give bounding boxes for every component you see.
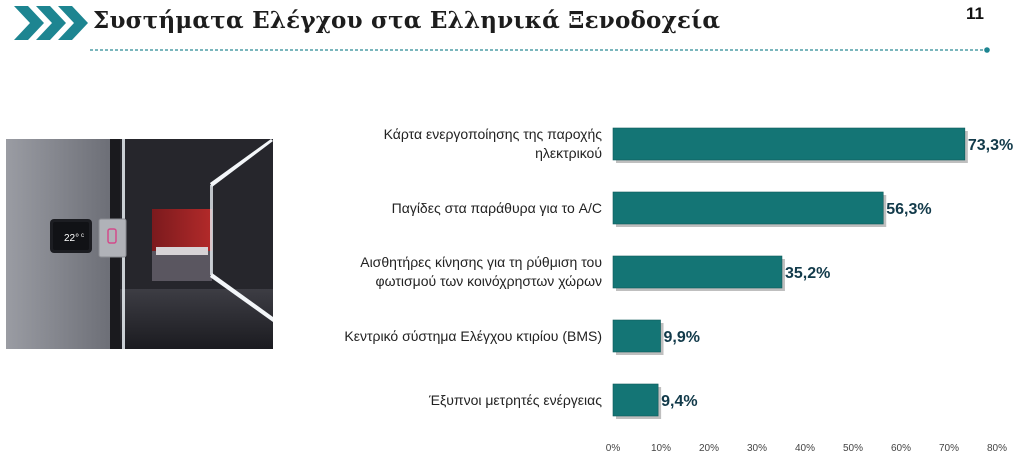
- category-label: Αισθητήρες κίνησης για τη ρύθμιση του φωτ…: [302, 253, 602, 291]
- x-tick-label: 0%: [606, 443, 621, 454]
- bar: [612, 191, 884, 225]
- x-tick-label: 30%: [747, 443, 767, 454]
- x-tick-label: 20%: [699, 443, 719, 454]
- hotel-room-thermostat-photo: 22° c: [6, 139, 273, 349]
- chevron-arrows-icon: [14, 6, 88, 40]
- category-label-line: Παγίδες στα παράθυρα για το A/C: [391, 199, 602, 216]
- x-tick-label: 70%: [939, 443, 959, 454]
- category-label: Κεντρικό σύστημα Ελέγχου κτιρίου (BMS): [302, 327, 602, 346]
- x-tick-label: 50%: [843, 443, 863, 454]
- category-label-line: Αισθητήρες κίνησης για τη ρύθμιση του: [360, 254, 602, 270]
- bar: [612, 255, 783, 289]
- category-label-line: φωτισμού των κοινόχρηστων χώρων: [375, 273, 602, 289]
- page-title: Συστήματα Ελέγχου στα Ελληνικά Ξενοδοχεί…: [93, 7, 721, 34]
- data-label: 9,4%: [661, 393, 697, 410]
- data-label: 56,3%: [886, 201, 931, 218]
- x-tick-label: 40%: [795, 443, 815, 454]
- data-label: 35,2%: [785, 265, 830, 282]
- category-label: Κάρτα ενεργοποίησης της παροχής ηλεκτρικο…: [302, 125, 602, 163]
- x-tick-label: 80%: [987, 443, 1007, 454]
- page-number: 11: [966, 4, 984, 23]
- data-label: 73,3%: [968, 137, 1013, 154]
- category-label-line: Κεντρικό σύστημα Ελέγχου κτιρίου (BMS): [344, 327, 602, 344]
- x-tick-label: 60%: [891, 443, 911, 454]
- x-tick-label: 10%: [651, 443, 671, 454]
- category-label-line: Έξυπνοι μετρητές ενέργειας: [429, 391, 602, 408]
- category-label: Παγίδες στα παράθυρα για το A/C: [302, 199, 602, 218]
- bar: [612, 383, 659, 417]
- bar: [612, 319, 661, 353]
- thermostat-reading: 22°: [64, 233, 79, 244]
- category-label: Έξυπνοι μετρητές ενέργειας: [302, 391, 602, 410]
- category-label-line: Κάρτα ενεργοποίησης της παροχής: [383, 126, 602, 142]
- bar: [612, 127, 966, 161]
- category-label-line: ηλεκτρικού: [535, 145, 602, 161]
- thermostat-unit: c: [81, 233, 84, 239]
- title-divider: [90, 47, 990, 53]
- data-label: 9,9%: [664, 329, 700, 346]
